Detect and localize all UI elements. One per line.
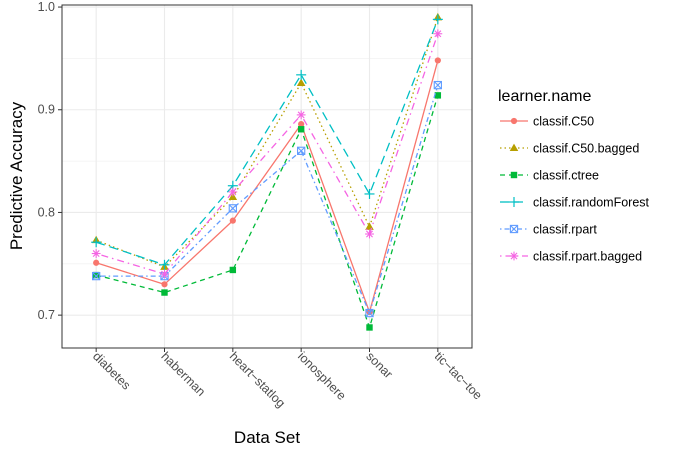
y-axis: 0.7 0.8 0.9 1.0: [38, 0, 62, 322]
series-line-classif.rpart: [96, 84, 439, 314]
data-point-classif.C50: [229, 217, 236, 224]
x-tick-label: sonar: [363, 349, 395, 381]
data-point-classif.ctree: [92, 271, 100, 279]
legend-item: classif.randomForest: [500, 196, 650, 210]
data-point-classif.ctree: [297, 126, 305, 133]
y-axis-title: Predictive Accuracy: [7, 101, 26, 250]
series-line-classif.ctree: [96, 95, 439, 329]
series-line-classif.randomForest: [95, 19, 439, 266]
data-point-classif.ctree: [229, 266, 237, 274]
x-tick-label: diabetes: [90, 349, 133, 392]
data-point-classif.rpart: [228, 204, 237, 213]
series-layer: [91, 12, 443, 331]
data-point-classif.rpart.bagged: [296, 110, 306, 120]
legend-key-marker: [509, 251, 519, 261]
data-point-classif.rpart.bagged: [91, 249, 101, 258]
y-tick-label: 0.9: [38, 103, 55, 117]
major-gridlines: [62, 5, 472, 348]
data-point-classif.rpart: [92, 271, 101, 281]
series-line-classif.rpart.bagged: [95, 33, 439, 275]
x-tick-label: heart−statlog: [227, 349, 288, 410]
legend-title: learner.name: [498, 88, 591, 105]
x-tick-label: tic−tac−toe: [432, 349, 485, 402]
legend-key-marker: [509, 224, 519, 234]
legend-label: classif.rpart.bagged: [533, 250, 642, 264]
legend-item: classif.rpart: [500, 223, 597, 237]
plot-border: [61, 4, 473, 349]
legend-label: classif.randomForest: [533, 196, 650, 210]
data-point-classif.ctree: [434, 92, 442, 99]
series-line-classif.C50.bagged: [95, 17, 439, 268]
legend-key-marker: [509, 197, 519, 207]
data-point-classif.ctree: [366, 324, 373, 331]
legend-label: classif.C50.bagged: [533, 142, 639, 156]
data-point-classif.C50.bagged: [228, 192, 238, 201]
legend-item: classif.C50: [500, 115, 594, 129]
x-tick-label: haberman: [158, 349, 208, 399]
x-axis-title: Data Set: [234, 428, 300, 447]
legend-label: classif.C50: [533, 115, 594, 129]
plot-panel: [61, 4, 473, 349]
x-axis: diabetes haberman heart−statlog ionosphere s…: [90, 348, 485, 411]
data-point-classif.rpart: [433, 80, 442, 90]
series-line-classif.C50: [95, 60, 439, 313]
legend-key-marker: [510, 117, 518, 125]
minor-gridlines: [62, 58, 472, 265]
data-point-classif.rpart: [365, 308, 374, 318]
legend-item: classif.ctree: [500, 169, 599, 183]
data-point-classif.C50: [434, 57, 441, 64]
data-point-classif.randomForest: [159, 259, 170, 270]
y-tick-label: 0.8: [38, 205, 55, 219]
legend-item: classif.C50.bagged: [500, 142, 639, 156]
legend-key-marker: [510, 171, 518, 179]
legend-label: classif.ctree: [533, 169, 599, 183]
data-point-classif.rpart.bagged: [365, 229, 374, 239]
data-point-classif.C50: [161, 281, 168, 288]
data-point-classif.C50: [93, 259, 100, 266]
data-point-classif.rpart.bagged: [228, 187, 238, 197]
x-tick-label: ionosphere: [295, 349, 349, 403]
data-point-classif.rpart.bagged: [160, 269, 169, 279]
data-point-classif.randomForest: [432, 14, 443, 25]
data-point-classif.C50: [298, 121, 305, 128]
y-tick-label: 0.7: [38, 308, 55, 322]
y-tick-label: 1.0: [38, 0, 55, 14]
data-point-classif.randomForest: [364, 188, 375, 199]
data-point-classif.rpart: [297, 146, 306, 155]
data-point-classif.randomForest: [91, 237, 102, 248]
legend-label: classif.rpart: [533, 223, 597, 237]
data-point-classif.C50.bagged: [296, 78, 306, 87]
data-point-classif.randomForest: [296, 69, 307, 80]
legend-item: classif.rpart.bagged: [500, 250, 642, 264]
legend-key-marker: [509, 143, 519, 151]
data-point-classif.ctree: [161, 289, 168, 296]
data-point-classif.rpart.bagged: [433, 29, 443, 39]
legend: learner.name classif.C50 classif.C50.bagg…: [498, 88, 650, 264]
